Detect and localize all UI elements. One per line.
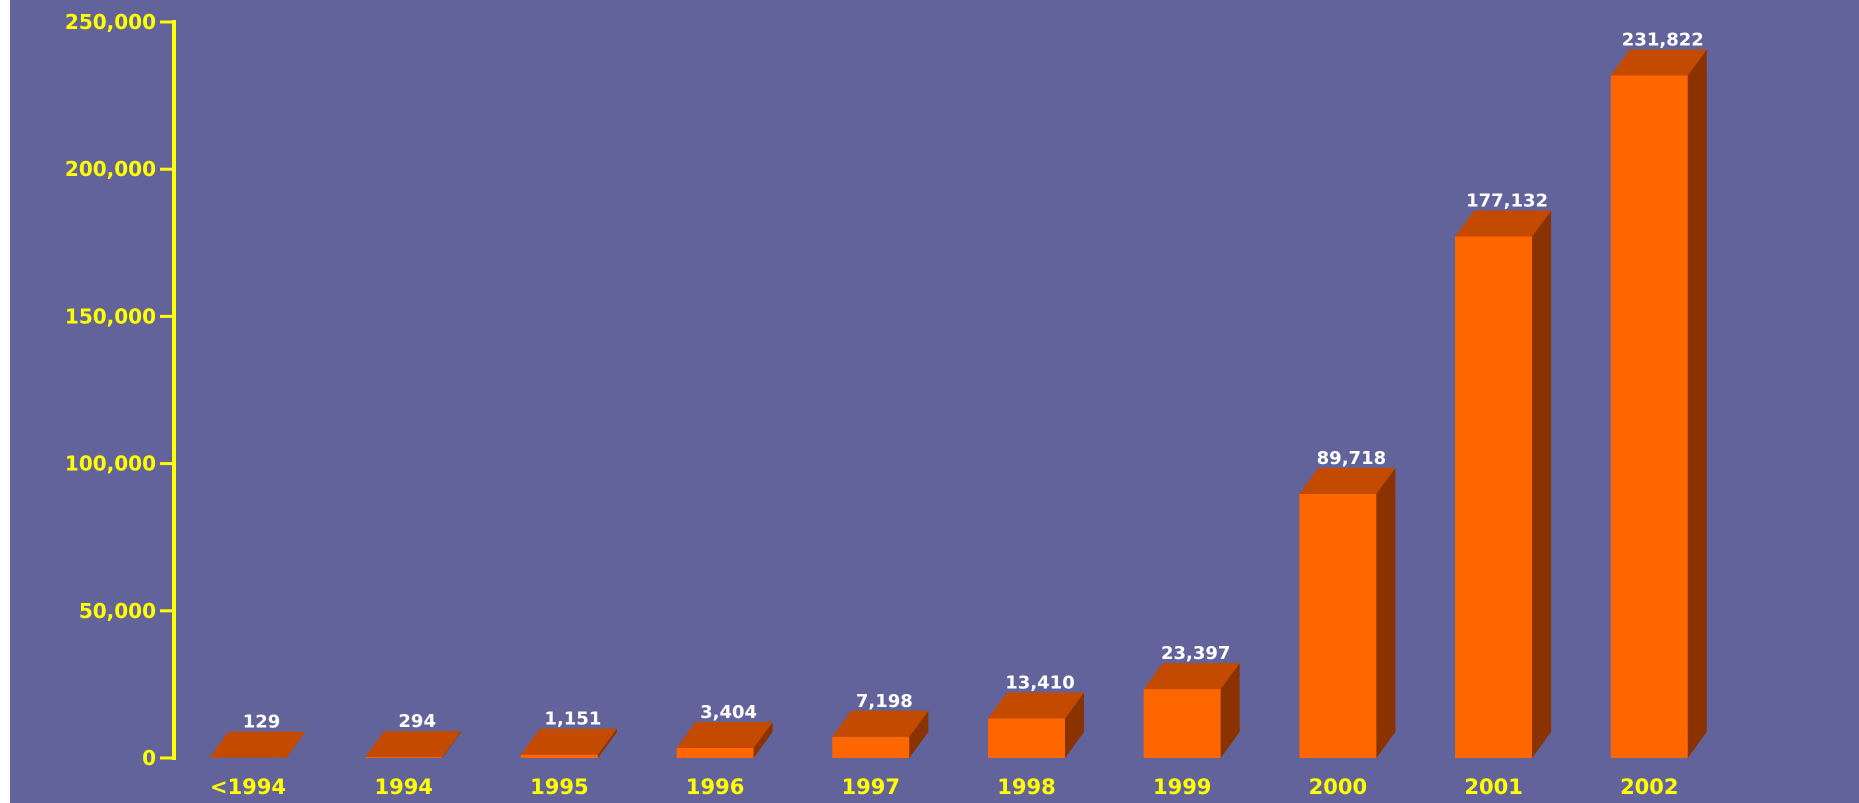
- chart-area: 0 50,000 100,000 150,000 200,000 250,000 129 <1…: [10, 0, 1859, 803]
- bar-front: [1610, 75, 1688, 758]
- left-margin: [0, 0, 10, 803]
- x-tick-label: 2000: [1309, 775, 1367, 799]
- bar-value-label: 129: [243, 712, 281, 733]
- bar-front: [832, 736, 910, 758]
- y-tick-label: 250,000: [65, 10, 156, 34]
- y-tick-label: 0: [142, 746, 156, 770]
- bar-side: [1532, 210, 1552, 759]
- x-tick-label: 1994: [374, 775, 432, 799]
- bar-side: [1220, 663, 1240, 758]
- bar-side: [597, 728, 617, 758]
- bar-side: [909, 710, 929, 758]
- bar-front: [1143, 689, 1221, 758]
- bar-value-label: 89,718: [1317, 448, 1386, 469]
- bar-side: [1376, 467, 1396, 758]
- bar-value-label: 231,822: [1622, 30, 1704, 51]
- x-tick-label: <1994: [210, 775, 286, 799]
- bar-value-label: 294: [398, 711, 436, 732]
- bar-value-label: 7,198: [856, 691, 913, 712]
- bar-value-label: 13,410: [1005, 673, 1074, 694]
- bar-front: [1299, 493, 1377, 758]
- bar-value-label: 3,404: [700, 702, 757, 723]
- bar-top: [988, 692, 1084, 719]
- y-tick-label: 200,000: [65, 157, 156, 181]
- bar-chart: 0 50,000 100,000 150,000 200,000 250,000 129 <1…: [65, 10, 1707, 799]
- bar-top: [520, 728, 617, 755]
- x-tick-label: 1998: [997, 775, 1055, 799]
- x-tick-label: 1997: [842, 775, 900, 799]
- bar-side: [442, 731, 462, 758]
- bar-value-label: 23,397: [1161, 643, 1230, 664]
- x-tick-label: 1999: [1153, 775, 1211, 799]
- bar-value-label: 1,151: [544, 709, 601, 730]
- bar-value-label: 177,132: [1466, 191, 1548, 212]
- y-tick-label: 150,000: [65, 304, 156, 328]
- bar-top: [1610, 49, 1707, 76]
- x-tick-label: 1995: [530, 775, 588, 799]
- bar-top: [832, 710, 929, 737]
- y-tick-label: 50,000: [79, 599, 156, 623]
- y-tick-label: 100,000: [65, 452, 156, 476]
- bar-side: [1687, 49, 1707, 758]
- bar-top: [209, 731, 306, 758]
- bar-front: [1455, 236, 1533, 759]
- bar-front: [520, 754, 598, 758]
- bar-front: [988, 718, 1065, 758]
- bar-top: [676, 721, 773, 748]
- x-tick-label: 1996: [686, 775, 744, 799]
- x-tick-label: 2001: [1464, 775, 1522, 799]
- bar-top: [1455, 210, 1552, 237]
- bar-front: [676, 747, 754, 758]
- bar-top: [365, 731, 462, 758]
- bar-front: [365, 757, 443, 758]
- x-tick-label: 2002: [1620, 775, 1678, 799]
- bar-side: [1065, 692, 1084, 758]
- bar-side: [753, 721, 773, 758]
- bar-top: [1299, 467, 1396, 494]
- bar-top: [1143, 663, 1240, 690]
